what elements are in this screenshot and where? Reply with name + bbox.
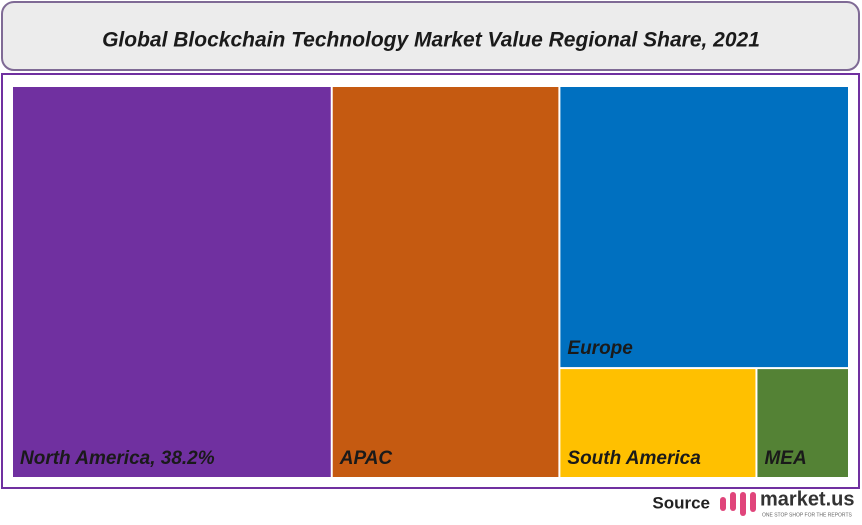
treemap-cell — [560, 369, 756, 477]
chart-title: Global Blockchain Technology Market Valu… — [102, 29, 760, 52]
logo-tagline: ONE STOP SHOP FOR THE REPORTS — [762, 512, 853, 518]
logo-icon — [720, 492, 756, 516]
treemap-cell — [13, 87, 331, 477]
treemap-cell — [332, 87, 559, 477]
cell-label: North America, 38.2% — [20, 448, 215, 469]
cell-label: APAC — [339, 448, 393, 469]
title-box — [1, 1, 860, 71]
treemap-cell — [757, 369, 848, 477]
source-label: Source — [652, 493, 710, 512]
treemap-cell — [560, 87, 848, 368]
logo-text: market.us — [760, 488, 855, 510]
cell-label: MEA — [764, 448, 806, 469]
cell-label: South America — [567, 448, 701, 469]
cell-label: Europe — [567, 338, 633, 359]
